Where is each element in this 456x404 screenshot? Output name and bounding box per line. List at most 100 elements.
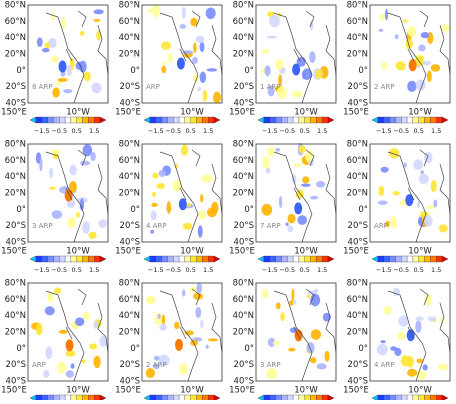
colorbar-segment (76, 255, 83, 263)
lat-label: 20°N (233, 328, 254, 338)
lat-label: 0° (244, 344, 254, 354)
colorbar-segment (167, 394, 174, 402)
colorbar-segment (88, 394, 95, 402)
colorbar-segment (281, 394, 288, 402)
anomaly-patch (145, 367, 156, 379)
colorbar-segment (35, 394, 42, 402)
map-frame (141, 143, 223, 243)
anomaly-patch (93, 320, 99, 329)
colorbar-segment (269, 394, 276, 402)
colorbar-segment (377, 116, 384, 124)
anomaly-core (294, 202, 303, 215)
panel: 80°N60°N40°N20°N0°20°S40°SARP150°E10°W−1… (1, 279, 109, 402)
colorbar-tick-label: −1.5 (34, 127, 50, 135)
anomaly-patch (44, 306, 55, 316)
anomaly-patch (406, 356, 414, 368)
colorbar-segment (383, 394, 390, 402)
colorbar-segment (412, 255, 419, 263)
anomaly-patch (272, 340, 280, 346)
anomaly-patch (156, 183, 166, 189)
colorbar-tick-label: −0.5 (393, 127, 409, 135)
anomaly-patch (206, 68, 218, 72)
lat-label: 40°N (347, 172, 368, 182)
anomaly-patch (51, 210, 63, 219)
anomaly-patch (433, 199, 438, 208)
anomaly-patch (402, 19, 408, 23)
lat-label: 20°S (348, 221, 368, 231)
colorbar-segment (178, 394, 186, 402)
anomaly-patch (205, 7, 216, 20)
map-frame (369, 282, 451, 382)
anomaly-patch (264, 65, 271, 77)
colorbar-segment (436, 255, 443, 263)
anomaly-patch (413, 159, 424, 170)
colorbar-segment (184, 394, 191, 402)
panel: 80°N 60°N 40°N 20°N 0° 20°S 40°S 3 ARP 150°E 10°W… (229, 279, 337, 402)
lat-label: 40°N (119, 311, 140, 321)
anomaly-patch (275, 148, 281, 152)
colorbar-tick-label: 1.5 (317, 266, 327, 274)
anomaly-patch (266, 368, 278, 380)
anomaly-patch (418, 173, 429, 184)
anomaly-patch (285, 222, 289, 226)
panel: 80°N 60°N 40°N 20°N 0° 20°S 40°S 4 ARP 150°E 10°W… (115, 140, 223, 274)
anomaly-patch (91, 82, 102, 94)
lat-label: 0° (244, 205, 254, 215)
lat-label: 40°S (348, 238, 368, 248)
lat-label: 20°S (120, 360, 140, 370)
colorbar-segment (310, 255, 317, 263)
colorbar-tick-label: −1.5 (148, 127, 164, 135)
lat-label: 20°S (234, 82, 254, 92)
lat-label: 0° (244, 66, 254, 76)
colorbar-arrow (371, 394, 379, 402)
anomaly-patch (405, 38, 413, 50)
lat-label: 20°N (119, 189, 140, 199)
colorbar-tick-label: −0.5 (165, 266, 181, 274)
colorbar-segment (304, 116, 311, 124)
lat-label: 20°N (5, 328, 26, 338)
anomaly-patch (418, 44, 426, 52)
colorbar-segment (412, 116, 419, 124)
anomaly-patch (65, 370, 74, 378)
lat-label: 40°S (6, 377, 26, 387)
colorbar-segment (269, 116, 276, 124)
lat-label: 80°N (233, 140, 254, 150)
colorbar-tick-label: 0.5 (72, 127, 82, 135)
colorbar-segment (149, 394, 156, 402)
anomaly-patch (153, 355, 160, 361)
anomaly-patch (41, 48, 50, 53)
colorbar-segment (310, 394, 317, 402)
colorbar-segment (430, 255, 437, 263)
anomaly-patch (302, 176, 310, 184)
anomaly-patch (67, 217, 76, 228)
lon-label: 150°E (1, 386, 27, 396)
anomaly-patch (379, 13, 386, 21)
lat-label: 20°N (5, 50, 26, 60)
anomaly-patch (292, 299, 296, 305)
lat-label: 40°S (348, 377, 368, 387)
anomaly-core (174, 338, 183, 351)
anomaly-patch (280, 312, 285, 322)
colorbar-segment (76, 116, 83, 124)
lat-label: 40°S (6, 99, 26, 109)
anomaly-patch (199, 41, 205, 53)
anomaly-patch (162, 61, 167, 65)
colorbar-segment (401, 394, 408, 402)
coastline (387, 149, 451, 243)
anomaly-patch (57, 361, 66, 374)
colorbar-segment (53, 255, 60, 263)
colorbar-segment (281, 116, 288, 124)
anomaly-patch (98, 219, 107, 228)
anomaly-patch (82, 144, 93, 157)
anomaly-patch (275, 58, 284, 71)
colorbar-arrow (327, 255, 335, 263)
anomaly-patch (35, 322, 43, 336)
colorbar-tick-label: 0.5 (186, 266, 196, 274)
lon-label: 150°E (343, 108, 369, 118)
colorbar-segment (88, 116, 95, 124)
lat-label: 60°N (233, 17, 254, 27)
anomaly-core (406, 329, 415, 342)
colorbar-arrow (99, 116, 107, 124)
anomaly-patch (381, 62, 388, 70)
lon-label: 150°E (1, 247, 27, 257)
